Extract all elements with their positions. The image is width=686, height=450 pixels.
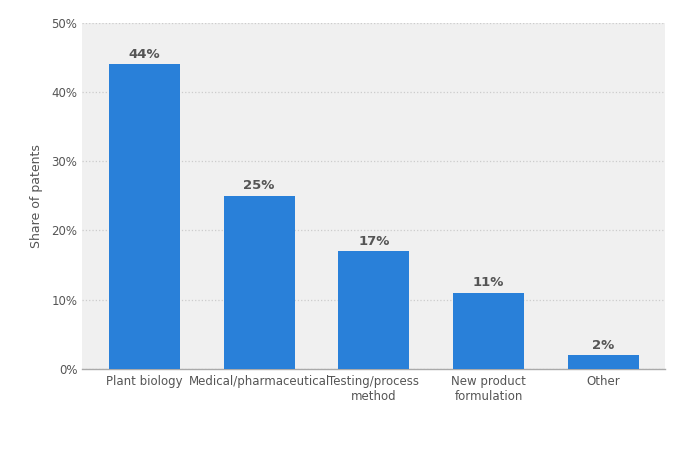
- Text: 44%: 44%: [128, 48, 161, 61]
- Text: 11%: 11%: [473, 276, 504, 289]
- Bar: [224, 196, 295, 369]
- Text: 25%: 25%: [244, 179, 275, 192]
- Bar: [568, 355, 639, 369]
- Bar: [453, 293, 524, 369]
- Bar: [338, 251, 410, 369]
- Text: 17%: 17%: [358, 235, 390, 248]
- Text: 2%: 2%: [592, 339, 615, 352]
- Y-axis label: Share of patents: Share of patents: [30, 144, 43, 248]
- Bar: [109, 64, 180, 369]
